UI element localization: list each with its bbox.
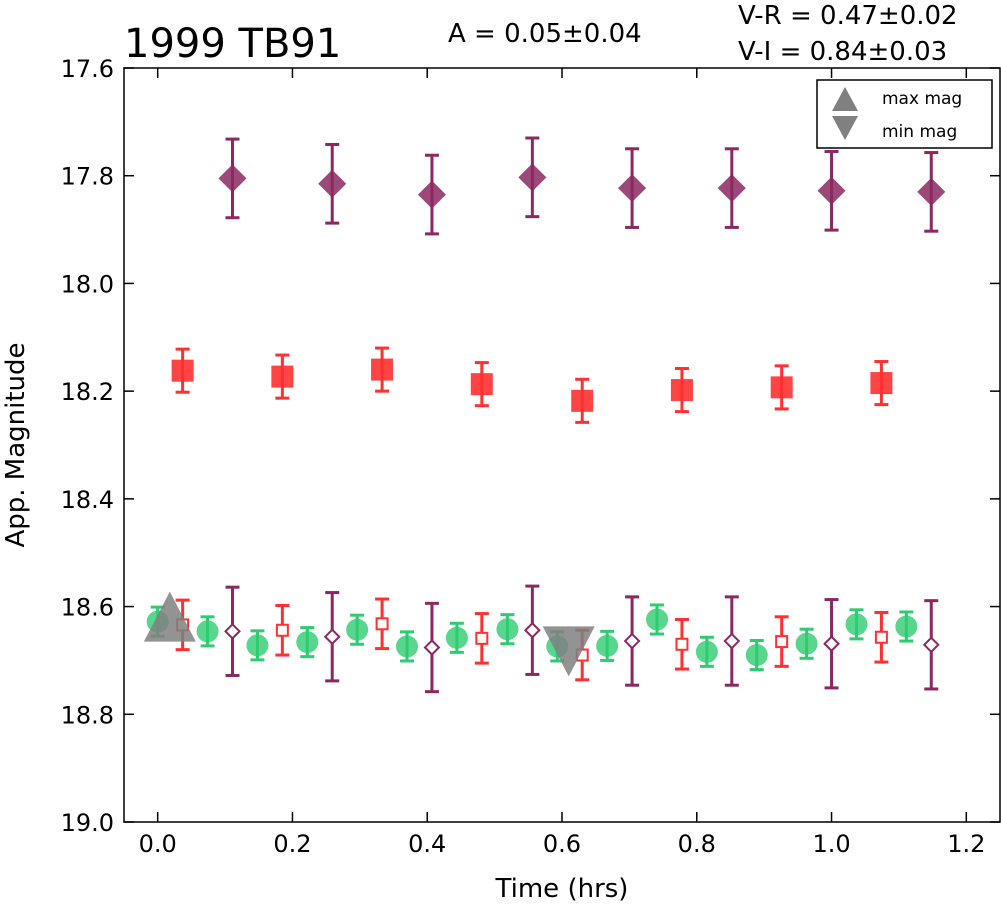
square-point bbox=[171, 359, 194, 382]
series-4 bbox=[224, 584, 940, 694]
circle-point bbox=[646, 608, 669, 631]
diamond-point bbox=[618, 174, 647, 203]
open-diamond-point bbox=[224, 622, 241, 640]
open-square-point bbox=[375, 617, 389, 631]
square-point bbox=[371, 358, 394, 381]
square-point bbox=[870, 372, 893, 395]
open-diamond-point bbox=[823, 635, 840, 653]
y-tick-label: 18.8 bbox=[61, 701, 114, 729]
legend-label-min-mag: min mag bbox=[882, 122, 957, 142]
square-point bbox=[770, 376, 793, 399]
open-diamond-point bbox=[623, 632, 641, 650]
chart-title: 1999 TB91 bbox=[124, 21, 341, 67]
circle-point bbox=[396, 635, 419, 658]
circle-point bbox=[496, 618, 519, 641]
x-tick-label: 0.6 bbox=[543, 830, 581, 858]
diamond-point bbox=[717, 174, 746, 203]
x-tick-label: 0.8 bbox=[678, 830, 716, 858]
circle-point bbox=[296, 631, 319, 654]
square-point bbox=[470, 373, 493, 396]
square-point bbox=[271, 365, 294, 388]
open-square-point bbox=[874, 630, 888, 644]
open-diamond-point bbox=[323, 628, 341, 646]
x-tick-label: 0.0 bbox=[139, 830, 177, 858]
min-mag-legend-icon bbox=[832, 116, 858, 140]
open-diamond-point bbox=[922, 636, 940, 654]
diamond-point bbox=[417, 180, 446, 209]
circle-point bbox=[196, 620, 219, 643]
series-1 bbox=[171, 346, 893, 424]
circle-point bbox=[596, 634, 619, 657]
amplitude-annotation: A = 0.05±0.04 bbox=[448, 19, 642, 49]
y-tick-label: 18.4 bbox=[61, 486, 114, 514]
max-mag-marker bbox=[143, 591, 196, 642]
circle-point bbox=[895, 615, 918, 638]
diamond-point bbox=[218, 164, 247, 193]
diamond-point bbox=[518, 163, 547, 192]
diamond-point bbox=[318, 169, 347, 198]
circle-point bbox=[845, 613, 868, 636]
x-tick-label: 1.0 bbox=[812, 830, 850, 858]
square-point bbox=[670, 379, 693, 402]
series-0 bbox=[218, 136, 946, 236]
circle-point bbox=[695, 640, 718, 663]
diamond-point bbox=[917, 177, 946, 206]
x-axis-label: Time (hrs) bbox=[495, 874, 629, 904]
open-diamond-point bbox=[523, 621, 541, 639]
v-minus-r-annotation: V-R = 0.47±0.02 bbox=[738, 1, 958, 31]
open-square-point bbox=[475, 631, 489, 645]
square-point bbox=[571, 389, 594, 412]
y-tick-label: 17.8 bbox=[61, 163, 114, 191]
open-diamond-point bbox=[723, 632, 741, 650]
x-tick-label: 0.2 bbox=[273, 830, 311, 858]
circle-point bbox=[246, 634, 269, 657]
x-tick-label: 1.2 bbox=[947, 830, 985, 858]
plot-area bbox=[143, 136, 946, 694]
open-diamond-point bbox=[423, 639, 441, 656]
circle-point bbox=[445, 626, 468, 649]
series-2 bbox=[146, 603, 918, 672]
v-minus-i-annotation: V-I = 0.84±0.03 bbox=[738, 37, 947, 67]
max-mag-legend-icon bbox=[832, 87, 858, 111]
open-square-point bbox=[275, 623, 289, 637]
circle-point bbox=[346, 618, 369, 641]
y-tick-label: 17.6 bbox=[61, 55, 114, 83]
y-tick-label: 18.0 bbox=[61, 270, 114, 298]
axes: 0.0 0.2 0.4 0.6 0.8 1.0 1.2 17.6 17.8 18.0 18.2 18.… bbox=[61, 55, 1000, 858]
open-square-point bbox=[675, 637, 689, 651]
y-tick-label: 18.2 bbox=[61, 378, 114, 406]
y-tick-label: 19.0 bbox=[61, 809, 114, 837]
open-square-point bbox=[775, 635, 789, 649]
y-axis-label: App. Magnitude bbox=[1, 342, 31, 547]
x-tick-label: 0.4 bbox=[408, 830, 446, 858]
diamond-point bbox=[817, 176, 846, 205]
circle-point bbox=[795, 632, 818, 655]
legend-label-max-mag: max mag bbox=[882, 89, 962, 109]
plot-frame bbox=[123, 67, 1001, 823]
circle-point bbox=[745, 644, 768, 667]
legend: max mag min mag bbox=[816, 79, 993, 149]
y-tick-label: 18.6 bbox=[61, 594, 114, 622]
min-mag-marker bbox=[542, 626, 595, 677]
